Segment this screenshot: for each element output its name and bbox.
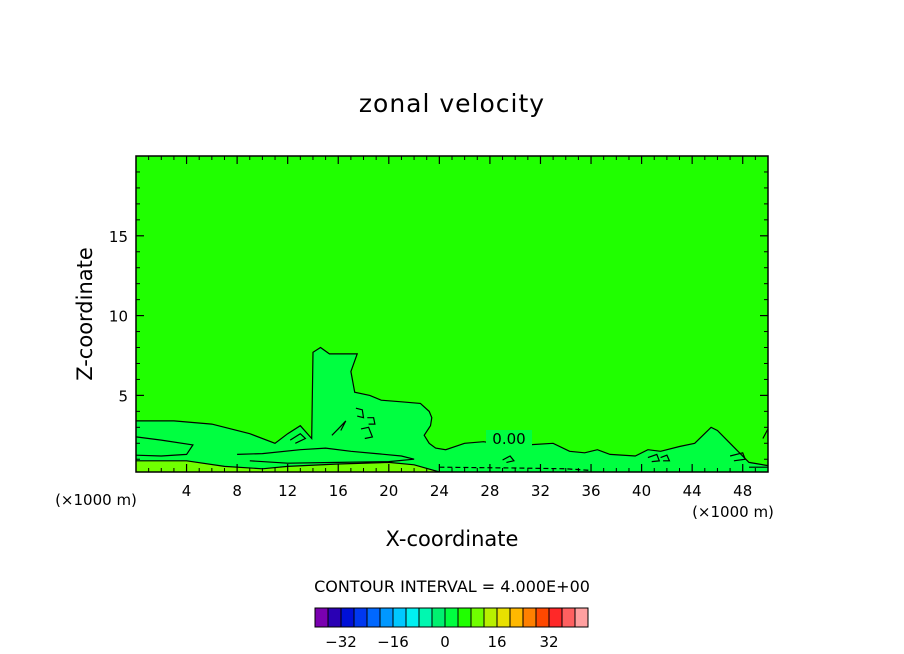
- x-tick-label: 16: [329, 482, 348, 500]
- contour-line-1: [136, 436, 194, 457]
- colorbar-cell: [522, 607, 537, 628]
- colorbar-tick-label: −16: [377, 633, 409, 651]
- colorbar-cell: [379, 607, 394, 628]
- colorbar-cell: [548, 607, 563, 628]
- colorbar-cell: [392, 607, 407, 628]
- x-tick-label: 44: [683, 482, 702, 500]
- field-region-positive: [136, 347, 768, 472]
- colorbar-cell: [366, 607, 381, 628]
- colorbar-cell: [470, 607, 485, 628]
- x-tick-label: 32: [531, 482, 550, 500]
- colorbar-cell: [574, 607, 589, 628]
- colorbar-tick-label: 16: [487, 633, 506, 651]
- colorbar-tick-label: 0: [440, 633, 450, 651]
- x-tick-label: 4: [182, 482, 192, 500]
- contour-line-8: [367, 417, 376, 425]
- colorbar-cell: [314, 607, 329, 628]
- x-tick-label: 24: [430, 482, 449, 500]
- plot-background: [136, 156, 768, 472]
- contour-value-label: 0.00: [492, 430, 525, 448]
- x-tick-label: 20: [379, 482, 398, 500]
- contour-line-10: [647, 453, 661, 463]
- x-tick-label: 36: [581, 482, 600, 500]
- colorbar-cell: [353, 607, 368, 628]
- y-tick-label: 10: [109, 308, 128, 326]
- colorbar-cell: [405, 607, 420, 628]
- contour-line-13: [762, 428, 768, 441]
- contour-line-2: [237, 447, 415, 464]
- contour-line-0: [136, 346, 768, 467]
- colorbar-cell: [483, 607, 498, 628]
- y-tick-label: 15: [109, 228, 128, 246]
- y-axis-label: Z-coordinate: [73, 247, 97, 381]
- colorbar-cell: [340, 607, 355, 628]
- contour-line-6: [355, 407, 365, 419]
- contour-line-12: [729, 452, 747, 462]
- x-axis-label: X-coordinate: [386, 527, 519, 551]
- x-tick-label: 48: [733, 482, 752, 500]
- colorbar-cell: [509, 607, 524, 628]
- colorbar-cell: [561, 607, 576, 628]
- z-unit-label: (×1000 m): [55, 491, 137, 509]
- colorbar-cell: [444, 607, 459, 628]
- x-tick-label: 40: [632, 482, 651, 500]
- colorbar-cell: [431, 607, 446, 628]
- colorbar-cell: [457, 607, 472, 628]
- x-tick-label: 28: [480, 482, 499, 500]
- chart-title: zonal velocity: [359, 89, 545, 118]
- contour-line-5: [331, 420, 347, 436]
- contour-line-4: [289, 432, 307, 444]
- x-unit-label: (×1000 m): [692, 503, 774, 521]
- contour-line-7: [360, 426, 374, 440]
- contour-line-9: [502, 455, 515, 463]
- contour-interval-text: CONTOUR INTERVAL = 4.000E+00: [314, 577, 590, 596]
- x-tick-label: 12: [278, 482, 297, 500]
- colorbar-cell: [327, 607, 342, 628]
- colorbar-tick-label: −32: [325, 633, 357, 651]
- colorbar-cell: [418, 607, 433, 628]
- colorbar-cell: [496, 607, 511, 628]
- colorbar-tick-label: 32: [539, 633, 558, 651]
- y-tick-label: 5: [118, 387, 128, 405]
- x-tick-label: 8: [232, 482, 242, 500]
- contour-label-bg: [486, 430, 532, 447]
- contour-line-11: [660, 454, 671, 462]
- colorbar-cell: [535, 607, 550, 628]
